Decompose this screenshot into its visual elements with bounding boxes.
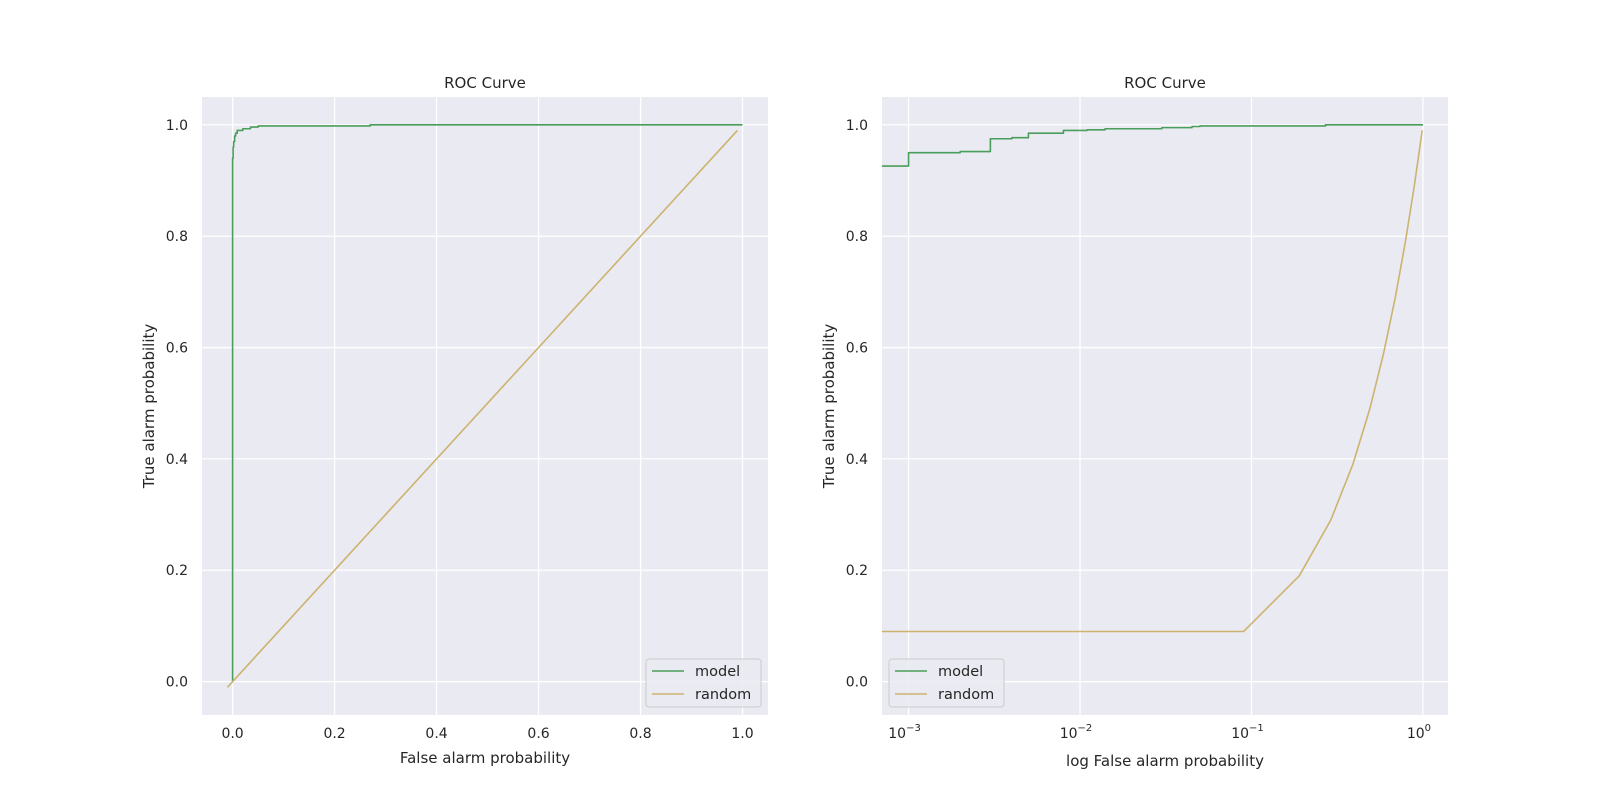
x-tick-label: 0.4 (425, 726, 447, 742)
x-tick-label: 0.0 (221, 726, 243, 742)
x-tick-label: 10−3 (888, 723, 921, 742)
legend-label-model: model (695, 664, 740, 680)
legend: model random (888, 658, 1005, 708)
x-tick-label: 10−1 (1231, 723, 1264, 742)
y-axis-label: True alarm probability (140, 324, 158, 490)
y-tick-label: 0.2 (846, 563, 868, 579)
chart-title: ROC Curve (1124, 74, 1206, 92)
plot-background (882, 97, 1448, 715)
x-tick-label: 10−2 (1060, 723, 1093, 742)
y-tick-label: 0.4 (846, 452, 868, 468)
y-tick-label: 0.4 (166, 452, 188, 468)
x-axis-label: False alarm probability (400, 749, 570, 767)
series-line-random (226, 129, 738, 688)
y-tick-label: 1.0 (846, 118, 868, 134)
plot-right: 10−3 10−2 10−1 100 0.0 0.2 0.4 0.6 0.8 1.0 ROC Cu… (820, 74, 1448, 770)
x-tick-label: 100 (1407, 723, 1431, 742)
series-lines (882, 124, 1423, 633)
x-tick-label: 0.8 (629, 726, 651, 742)
series-line-random (882, 130, 1423, 633)
legend-label-random: random (938, 687, 994, 703)
y-tick-label: 0.6 (846, 341, 868, 357)
legend-label-model: model (938, 664, 983, 680)
legend: model random (645, 658, 762, 708)
chart-title: ROC Curve (444, 74, 526, 92)
y-tick-label: 0.8 (166, 229, 188, 245)
tick-labels: 10−3 10−2 10−1 100 0.0 0.2 0.4 0.6 0.8 1.0 (846, 118, 1431, 742)
x-tick-label: 0.6 (527, 726, 549, 742)
grid-lines (202, 97, 768, 715)
tick-labels: 0.0 0.2 0.4 0.6 0.8 1.0 0.0 0.2 0.4 0.6 0.8 1.0 (166, 118, 754, 742)
y-tick-label: 0.8 (846, 229, 868, 245)
y-tick-label: 1.0 (166, 118, 188, 134)
y-axis-label: True alarm probability (820, 324, 838, 490)
y-tick-label: 0.0 (846, 675, 868, 691)
x-tick-label: 1.0 (731, 726, 753, 742)
series-line-model (882, 124, 1423, 167)
series-lines (226, 124, 743, 688)
plot-left: 0.0 0.2 0.4 0.6 0.8 1.0 0.0 0.2 0.4 0.6 0.8 1.0 ROC… (140, 74, 768, 767)
x-axis-label: log False alarm probability (1066, 752, 1264, 770)
series-line-model (231, 124, 743, 682)
y-tick-label: 0.6 (166, 341, 188, 357)
y-tick-label: 0.0 (166, 675, 188, 691)
x-tick-label: 0.2 (323, 726, 345, 742)
y-tick-label: 0.2 (166, 563, 188, 579)
legend-label-random: random (695, 687, 751, 703)
grid-lines (882, 97, 1448, 715)
